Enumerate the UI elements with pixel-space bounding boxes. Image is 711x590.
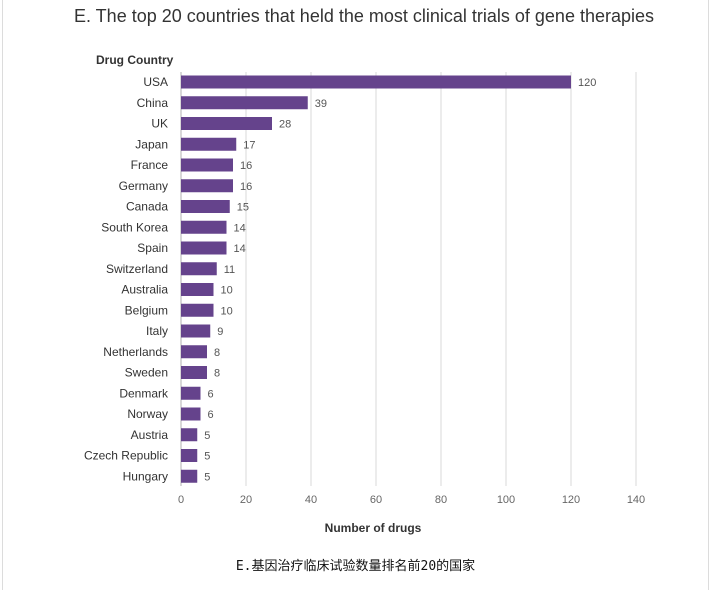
- bar-germany: [181, 179, 233, 193]
- bar-belgium: [181, 303, 214, 317]
- data-label: 5: [204, 471, 210, 483]
- category-label: Canada: [126, 200, 168, 214]
- category-label: Italy: [146, 324, 168, 338]
- bar-france: [181, 158, 233, 172]
- y-axis-title: Drug Country: [96, 53, 174, 67]
- category-label: USA: [143, 75, 168, 89]
- bar-norway: [181, 407, 201, 421]
- left-border: [2, 0, 3, 590]
- category-label: Switzerland: [106, 262, 168, 276]
- data-label: 8: [214, 347, 220, 359]
- bar-switzerland: [181, 262, 217, 276]
- data-label: 9: [217, 326, 223, 338]
- chart-title: E. The top 20 countries that held the mo…: [74, 6, 654, 26]
- data-label: 16: [240, 160, 252, 172]
- bar-austria: [181, 428, 198, 442]
- category-labels: USA China UK Japan France Germany Canada South …: [84, 75, 169, 483]
- category-label: Czech Republic: [84, 449, 168, 463]
- data-label: 16: [240, 181, 252, 193]
- data-label: 10: [221, 285, 233, 297]
- x-tick-labels: 0 20 40 60 80 100 120 140: [178, 494, 645, 506]
- data-label: 14: [234, 243, 246, 255]
- category-label: Norway: [127, 407, 168, 421]
- category-label: China: [137, 96, 169, 110]
- data-label: 5: [204, 430, 210, 442]
- x-tick-label: 80: [435, 494, 447, 506]
- category-label: Sweden: [125, 366, 168, 380]
- data-label: 15: [237, 202, 249, 214]
- data-label: 6: [208, 388, 214, 400]
- category-label: UK: [151, 117, 168, 131]
- category-label: Australia: [121, 283, 168, 297]
- bar-uk: [181, 117, 272, 130]
- data-label: 39: [315, 98, 327, 110]
- x-tick-label: 140: [627, 494, 645, 506]
- x-tick-label: 20: [240, 494, 252, 506]
- data-label: 5: [204, 451, 210, 463]
- bar-czech-republic: [181, 449, 198, 462]
- bar-south-korea: [181, 220, 227, 234]
- gridlines: [180, 72, 637, 486]
- data-label: 8: [214, 368, 220, 380]
- bar-spain: [181, 241, 227, 255]
- category-label: Japan: [135, 137, 168, 151]
- category-label: Germany: [119, 179, 168, 193]
- bar-australia: [181, 283, 214, 296]
- data-label: 17: [243, 139, 255, 151]
- category-label: France: [131, 158, 169, 172]
- bar-hungary: [181, 469, 198, 483]
- category-label: Spain: [137, 241, 168, 255]
- category-label: South Korea: [101, 220, 168, 234]
- x-tick-label: 40: [305, 494, 317, 506]
- x-tick-label: 120: [562, 494, 580, 506]
- data-label: 6: [208, 409, 214, 421]
- category-label: Hungary: [123, 469, 168, 483]
- category-label: Belgium: [125, 303, 168, 317]
- category-label: Austria: [131, 428, 169, 442]
- bar-canada: [181, 200, 230, 213]
- data-label: 120: [578, 77, 596, 89]
- bar-usa: [181, 75, 571, 89]
- figure-caption: E.基因治疗临床试验数量排名前20的国家: [235, 559, 476, 574]
- right-border: [708, 0, 709, 590]
- bar-sweden: [181, 366, 207, 379]
- data-label: 10: [221, 305, 233, 317]
- x-tick-label: 100: [497, 494, 515, 506]
- x-axis-title: Number of drugs: [325, 521, 422, 535]
- bar-japan: [181, 137, 237, 151]
- data-label: 11: [224, 264, 235, 276]
- bar-china: [181, 96, 308, 110]
- x-tick-label: 0: [178, 494, 184, 506]
- x-tick-label: 60: [370, 494, 382, 506]
- bar-denmark: [181, 386, 201, 400]
- data-label: 28: [279, 119, 291, 131]
- bar-netherlands: [181, 345, 207, 359]
- category-label: Netherlands: [103, 345, 168, 359]
- bar-italy: [181, 324, 211, 338]
- bars: [181, 75, 571, 483]
- bar-chart: USA China UK Japan France Germany Canada South …: [84, 53, 645, 535]
- category-label: Denmark: [119, 386, 169, 400]
- data-label: 14: [234, 222, 246, 234]
